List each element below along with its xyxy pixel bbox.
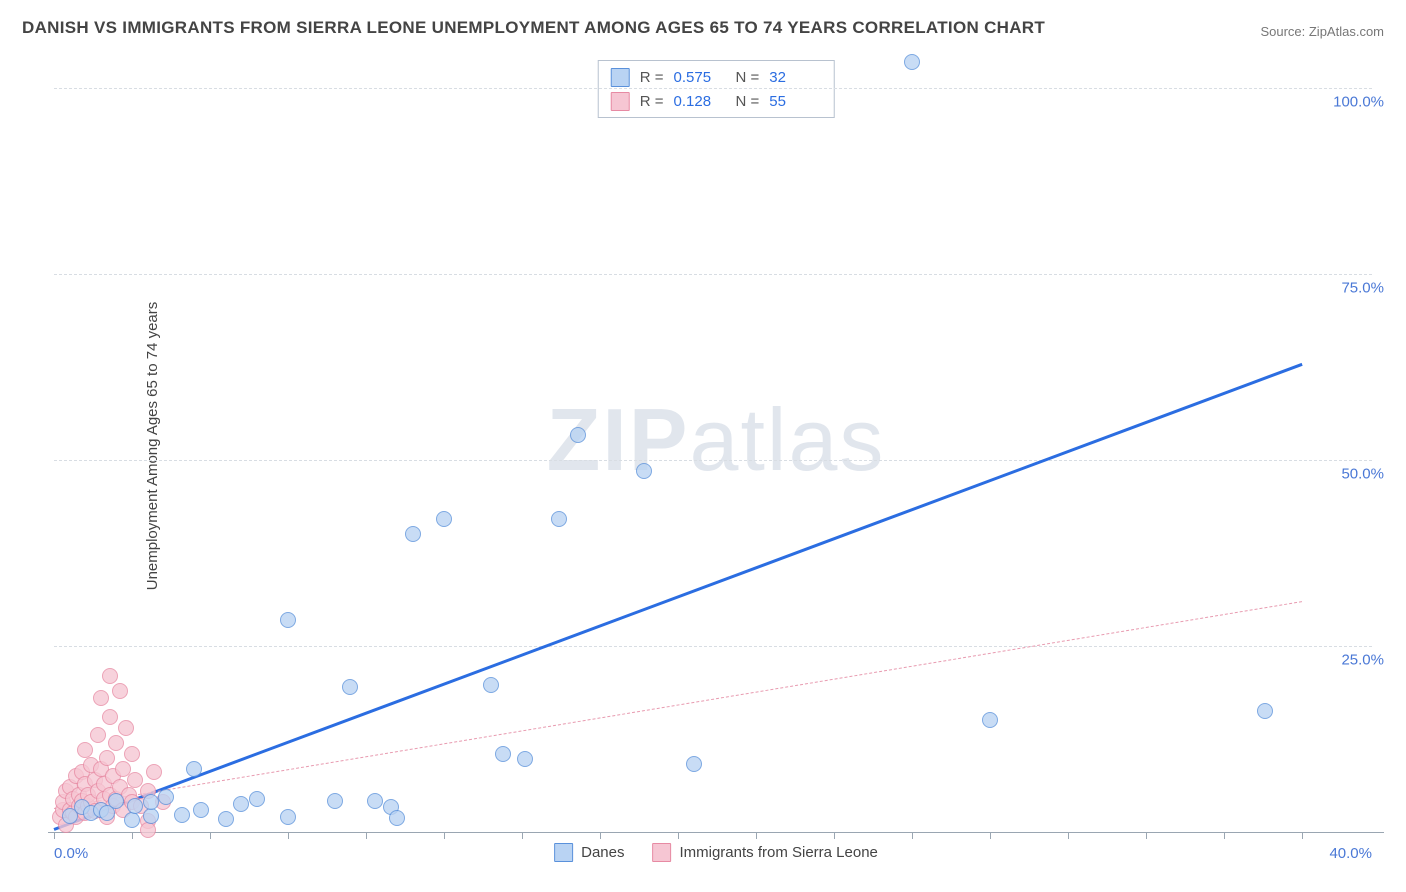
- gridline: [54, 274, 1372, 275]
- data-point-sierra_leone: [90, 727, 106, 743]
- correlation-stats-box: R = 0.575 N = 32 R = 0.128 N = 55: [598, 60, 835, 118]
- chart-title: DANISH VS IMMIGRANTS FROM SIERRA LEONE U…: [22, 18, 1045, 38]
- x-tick: [522, 832, 523, 839]
- r-value-sierra-leone: 0.128: [674, 93, 726, 110]
- data-point-danes: [495, 746, 511, 762]
- x-tick: [288, 832, 289, 839]
- data-point-sierra_leone: [77, 742, 93, 758]
- data-point-danes: [551, 511, 567, 527]
- x-tick: [834, 832, 835, 839]
- x-tick: [756, 832, 757, 839]
- r-value-danes: 0.575: [674, 69, 726, 86]
- data-point-danes: [233, 796, 249, 812]
- data-point-sierra_leone: [118, 720, 134, 736]
- x-tick: [912, 832, 913, 839]
- data-point-danes: [982, 712, 998, 728]
- data-point-danes: [143, 794, 159, 810]
- n-value-sierra-leone: 55: [769, 93, 821, 110]
- data-point-danes: [327, 793, 343, 809]
- data-point-sierra_leone: [140, 822, 156, 838]
- data-point-sierra_leone: [146, 764, 162, 780]
- data-point-danes: [570, 427, 586, 443]
- x-tick: [132, 832, 133, 839]
- data-point-sierra_leone: [99, 750, 115, 766]
- trend-line-sierra_leone: [54, 601, 1302, 809]
- data-point-danes: [158, 789, 174, 805]
- legend-label-danes: Danes: [581, 844, 624, 861]
- legend-swatch-danes: [554, 843, 573, 862]
- n-label: N =: [736, 69, 760, 86]
- data-point-danes: [193, 802, 209, 818]
- data-point-danes: [517, 751, 533, 767]
- data-point-danes: [1257, 703, 1273, 719]
- swatch-sierra-leone: [611, 92, 630, 111]
- x-tick: [1146, 832, 1147, 839]
- data-point-danes: [405, 526, 421, 542]
- data-point-danes: [436, 511, 452, 527]
- legend-item-sierra-leone: Immigrants from Sierra Leone: [652, 843, 877, 862]
- data-point-danes: [342, 679, 358, 695]
- r-label: R =: [640, 93, 664, 110]
- gridline: [54, 646, 1372, 647]
- data-point-sierra_leone: [93, 690, 109, 706]
- data-point-danes: [174, 807, 190, 823]
- watermark: ZIPatlas: [547, 389, 886, 491]
- data-point-danes: [218, 811, 234, 827]
- data-point-sierra_leone: [112, 683, 128, 699]
- y-tick-label: 100.0%: [1333, 93, 1384, 110]
- source-attribution: Source: ZipAtlas.com: [1260, 24, 1384, 39]
- x-tick: [210, 832, 211, 839]
- data-point-danes: [904, 54, 920, 70]
- data-point-sierra_leone: [108, 735, 124, 751]
- gridline: [54, 88, 1372, 89]
- x-tick: [366, 832, 367, 839]
- stat-row-sierra-leone: R = 0.128 N = 55: [599, 89, 834, 113]
- data-point-danes: [124, 812, 140, 828]
- x-tick: [600, 832, 601, 839]
- x-tick: [678, 832, 679, 839]
- y-tick-label: 25.0%: [1341, 651, 1384, 668]
- data-point-danes: [280, 809, 296, 825]
- data-point-danes: [108, 793, 124, 809]
- data-point-danes: [686, 756, 702, 772]
- data-point-danes: [367, 793, 383, 809]
- data-point-danes: [483, 677, 499, 693]
- trend-line-danes: [53, 363, 1302, 831]
- x-tick: [990, 832, 991, 839]
- y-tick-label: 50.0%: [1341, 465, 1384, 482]
- x-tick: [1302, 832, 1303, 839]
- x-axis-max-label: 40.0%: [1329, 845, 1372, 862]
- y-tick-label: 75.0%: [1341, 279, 1384, 296]
- data-point-danes: [636, 463, 652, 479]
- legend-item-danes: Danes: [554, 843, 624, 862]
- data-point-sierra_leone: [102, 668, 118, 684]
- n-value-danes: 32: [769, 69, 821, 86]
- data-point-danes: [389, 810, 405, 826]
- x-tick: [1224, 832, 1225, 839]
- stat-row-danes: R = 0.575 N = 32: [599, 65, 834, 89]
- data-point-danes: [127, 798, 143, 814]
- legend: Danes Immigrants from Sierra Leone: [554, 843, 878, 862]
- r-label: R =: [640, 69, 664, 86]
- legend-label-sierra-leone: Immigrants from Sierra Leone: [679, 844, 877, 861]
- x-axis-min-label: 0.0%: [54, 845, 88, 862]
- data-point-danes: [280, 612, 296, 628]
- legend-swatch-sierra-leone: [652, 843, 671, 862]
- n-label: N =: [736, 93, 760, 110]
- x-tick: [54, 832, 55, 839]
- swatch-danes: [611, 68, 630, 87]
- data-point-danes: [249, 791, 265, 807]
- x-tick: [444, 832, 445, 839]
- data-point-sierra_leone: [124, 746, 140, 762]
- x-tick: [1068, 832, 1069, 839]
- plot-area: ZIPatlas R = 0.575 N = 32 R = 0.128 N = …: [48, 58, 1384, 833]
- gridline: [54, 460, 1372, 461]
- data-point-danes: [186, 761, 202, 777]
- data-point-sierra_leone: [102, 709, 118, 725]
